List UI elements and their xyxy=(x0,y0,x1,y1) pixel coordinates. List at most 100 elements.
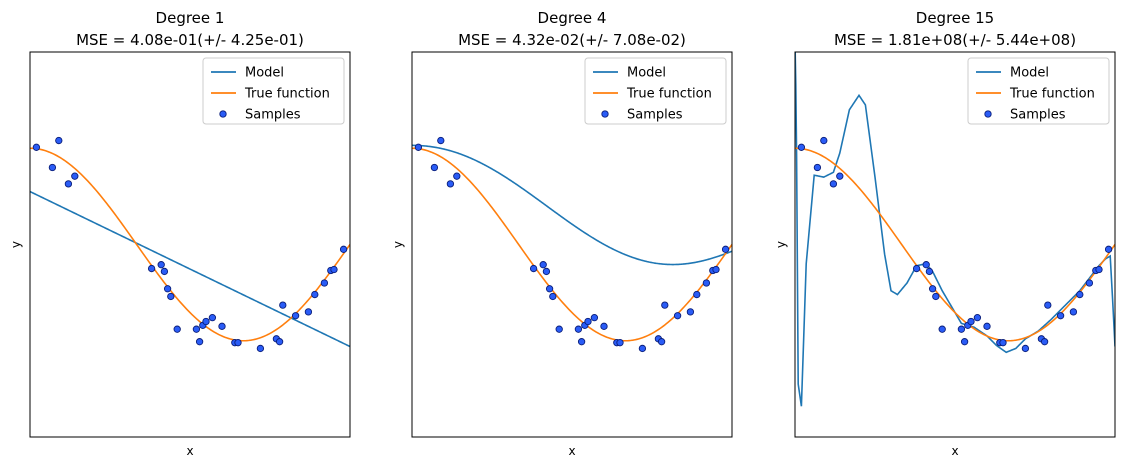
legend-box xyxy=(202,57,345,125)
sample-point xyxy=(545,285,554,293)
sample-point xyxy=(160,267,169,276)
sample-point xyxy=(590,313,599,322)
sample-point xyxy=(1056,312,1065,320)
legend-item-samples-label: Samples xyxy=(245,108,301,123)
y-axis-label: y xyxy=(391,241,405,248)
legend-box xyxy=(967,57,1110,125)
plot-area xyxy=(30,136,350,353)
sample-point xyxy=(549,292,557,301)
sample-point xyxy=(157,261,165,269)
legend-item-samples-swatch xyxy=(601,110,609,118)
chart-panel-1: Degree 1 MSE = 4.08e-01(+/- 4.25e-01) x y Mo… xyxy=(9,9,351,458)
sample-point xyxy=(925,267,934,276)
sample-point xyxy=(912,264,921,273)
sample-point xyxy=(661,301,669,309)
sample-point xyxy=(48,163,57,172)
y-axis-label: y xyxy=(774,241,788,248)
sample-point xyxy=(55,136,63,145)
axes-frame xyxy=(29,51,351,438)
legend-item-model-label: Model xyxy=(627,66,666,81)
sample-point xyxy=(928,285,937,293)
sample-point xyxy=(414,143,423,151)
sample-point xyxy=(1085,279,1094,287)
sample-point xyxy=(938,325,946,333)
chart-subtitle: MSE = 4.08e-01(+/- 4.25e-01) xyxy=(76,31,304,49)
sample-point xyxy=(208,313,217,322)
sample-point xyxy=(167,292,175,301)
sample-point xyxy=(453,172,461,180)
sample-point xyxy=(813,163,822,172)
sample-point xyxy=(437,136,445,145)
chart-panel-2: Degree 4 MSE = 4.32e-02(+/- 7.08e-02) x y Mo… xyxy=(391,9,733,458)
sample-point xyxy=(218,322,226,330)
sample-point xyxy=(686,308,695,316)
legend: Model True function Samples xyxy=(967,57,1110,125)
legend-item-model-label: Model xyxy=(245,66,284,81)
sample-point xyxy=(542,267,551,276)
sample-point xyxy=(291,312,300,320)
chart-panel-3: Degree 15 MSE = 1.81e+08(+/- 5.44e+08) x y M… xyxy=(774,9,1116,458)
model-line xyxy=(30,190,350,348)
sample-point xyxy=(195,338,204,346)
sample-point xyxy=(320,279,329,287)
sample-point xyxy=(960,338,969,346)
sample-point xyxy=(693,290,701,299)
sample-point xyxy=(712,265,720,274)
sample-point xyxy=(600,322,608,330)
sample-point xyxy=(1104,245,1113,253)
sample-point xyxy=(829,180,838,188)
sample-point xyxy=(1095,265,1103,274)
legend-item-model-label: Model xyxy=(1010,66,1049,81)
sample-point xyxy=(1021,344,1030,353)
legend-item-samples-label: Samples xyxy=(1010,108,1066,123)
sample-point xyxy=(820,136,828,145)
sample-point xyxy=(1069,308,1078,316)
legend-box xyxy=(584,57,727,125)
chart-title: Degree 4 xyxy=(538,9,607,27)
sample-point xyxy=(71,172,79,180)
sample-point xyxy=(584,317,592,326)
model-line xyxy=(412,144,732,266)
sample-point xyxy=(702,279,711,287)
plot-area xyxy=(412,136,732,353)
sample-point xyxy=(932,292,940,301)
sample-point xyxy=(836,172,844,180)
sample-point xyxy=(446,180,455,188)
sample-point xyxy=(673,312,682,320)
sample-point xyxy=(147,264,156,273)
sample-point xyxy=(279,301,287,309)
sample-point xyxy=(922,261,930,269)
sample-point xyxy=(638,344,647,353)
sample-point xyxy=(275,338,284,346)
sample-point xyxy=(1040,338,1049,346)
sample-point xyxy=(330,265,338,274)
axes-frame xyxy=(794,51,1116,438)
x-axis-label: x xyxy=(186,444,193,458)
legend: Model True function Samples xyxy=(202,57,345,125)
sample-point xyxy=(797,143,806,151)
sample-point xyxy=(616,339,624,347)
sample-point xyxy=(163,285,172,293)
chart-subtitle: MSE = 4.32e-02(+/- 7.08e-02) xyxy=(458,31,686,49)
legend-item-true-function-label: True function xyxy=(244,87,330,102)
x-axis-label: x xyxy=(951,444,958,458)
legend-item-true-function-label: True function xyxy=(626,87,712,102)
sample-point xyxy=(721,245,730,253)
sample-point xyxy=(967,317,975,326)
sample-point xyxy=(192,325,201,333)
sample-point xyxy=(1044,301,1052,309)
sample-point xyxy=(339,245,348,253)
sample-point xyxy=(574,325,583,333)
y-axis-label: y xyxy=(9,241,23,248)
axes-frame xyxy=(411,51,733,438)
sample-point xyxy=(173,325,181,333)
sample-point xyxy=(256,344,265,353)
sample-point xyxy=(64,180,73,188)
sample-point xyxy=(555,325,563,333)
sample-point xyxy=(304,308,313,316)
sample-point xyxy=(430,163,439,172)
sample-point xyxy=(957,325,966,333)
sample-point xyxy=(983,322,991,330)
sample-point xyxy=(202,317,210,326)
legend-item-samples-swatch xyxy=(219,110,227,118)
